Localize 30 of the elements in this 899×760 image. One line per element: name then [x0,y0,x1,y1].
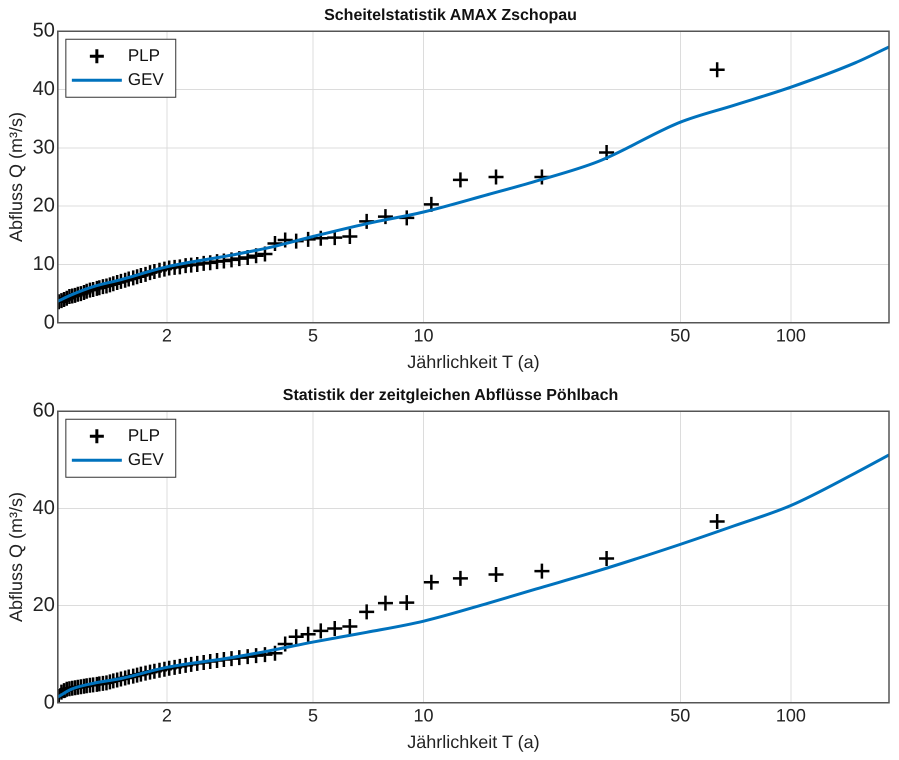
x-tick-label: 10 [414,326,434,346]
y-tick-label: 10 [32,252,55,275]
y-axis-title: Abfluss Q (m³/s) [6,492,26,622]
x-tick-label: 100 [776,706,806,726]
x-tick-label: 2 [162,326,172,346]
legend-label: GEV [128,450,164,469]
x-tick-label: 5 [308,326,318,346]
x-tick-label: 100 [776,326,806,346]
y-tick-label: 40 [32,78,55,100]
x-axis-title: Jährlichkeit T (a) [407,352,540,372]
y-tick-label: 0 [44,691,55,714]
x-tick-label: 50 [670,326,690,346]
y-axis-title: Abfluss Q (m³/s) [6,112,26,242]
y-tick-label: 40 [32,496,55,519]
x-tick-label: 50 [670,706,690,726]
x-tick-label: 5 [308,706,318,726]
x-axis-title: Jährlichkeit T (a) [407,732,540,752]
y-tick-label: 20 [32,194,55,217]
chart-title: Scheitelstatistik AMAX Zschopau [324,7,577,24]
y-tick-label: 30 [32,136,55,158]
legend-label: PLP [128,426,160,445]
y-tick-label: 20 [32,594,55,616]
y-tick-label: 60 [32,400,55,422]
y-tick-label: 0 [44,311,55,334]
legend-label: GEV [128,70,164,89]
x-tick-label: 10 [414,706,434,726]
legend-label: PLP [128,46,160,65]
y-tick-label: 50 [32,20,55,42]
x-tick-label: 2 [162,706,172,726]
chart-title: Statistik der zeitgleichen Abflüsse Pöhlbach [282,387,618,404]
